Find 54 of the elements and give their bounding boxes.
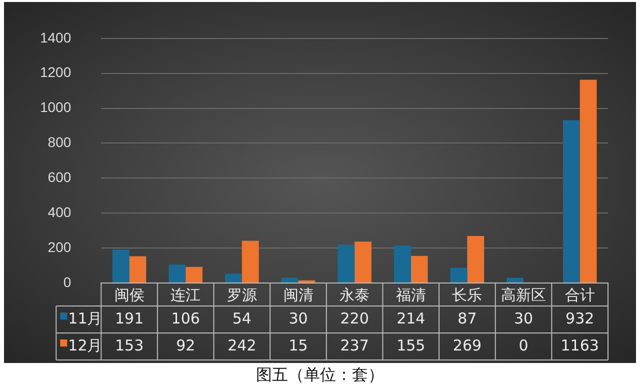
y-tick-label: 800 xyxy=(48,134,72,150)
y-tick-label: 600 xyxy=(48,169,72,186)
data-label: 1163 xyxy=(560,336,599,354)
legend-label: 11月 xyxy=(68,309,102,328)
bar xyxy=(354,242,372,282)
data-label: 15 xyxy=(288,336,308,354)
bar xyxy=(506,278,524,282)
x-tick-label: 永泰 xyxy=(340,286,370,304)
bar xyxy=(467,236,484,282)
y-tick-label: 200 xyxy=(48,238,72,255)
data-label: 214 xyxy=(396,309,426,328)
data-label: 54 xyxy=(232,309,252,328)
data-label: 269 xyxy=(452,336,482,354)
bar xyxy=(186,266,203,282)
bar xyxy=(450,268,468,282)
y-tick-label: 0 xyxy=(63,274,72,290)
y-tick-label: 1200 xyxy=(40,64,72,80)
x-tick-label: 闽侯 xyxy=(114,286,144,304)
x-tick-label: 闽清 xyxy=(283,286,314,304)
bar xyxy=(562,120,580,282)
data-label: 191 xyxy=(114,309,144,328)
bar xyxy=(410,256,428,282)
data-label: 0 xyxy=(518,336,528,354)
bar xyxy=(225,274,242,282)
bar xyxy=(168,264,186,282)
data-label: 153 xyxy=(114,336,144,354)
data-label: 92 xyxy=(176,336,196,354)
data-label: 106 xyxy=(171,309,200,328)
bar xyxy=(394,246,411,282)
x-tick-label: 高新区 xyxy=(501,286,546,304)
bar xyxy=(281,278,298,282)
data-label: 87 xyxy=(458,309,477,328)
y-tick-label: 1000 xyxy=(40,99,72,116)
bar xyxy=(580,80,597,282)
bar xyxy=(338,244,355,282)
x-tick-label: 长乐 xyxy=(452,286,482,304)
y-tick-label: 1400 xyxy=(40,29,72,46)
bar xyxy=(242,240,259,282)
x-tick-label: 罗源 xyxy=(226,286,257,304)
data-label: 30 xyxy=(288,309,308,328)
x-tick-label: 合计 xyxy=(564,286,595,304)
legend-label: 12月 xyxy=(68,336,102,354)
data-label: 155 xyxy=(396,336,426,354)
data-label: 932 xyxy=(566,309,594,328)
data-label: 237 xyxy=(340,336,369,354)
x-tick-label: 福清 xyxy=(396,286,426,304)
bar xyxy=(112,250,130,282)
data-label: 30 xyxy=(514,309,534,328)
data-label: 242 xyxy=(228,336,256,354)
x-tick-label: 连江 xyxy=(170,286,201,304)
text: 图五（单位：套） xyxy=(255,365,385,386)
bar xyxy=(129,256,146,282)
y-tick-label: 400 xyxy=(48,204,72,220)
data-label: 220 xyxy=(340,309,369,328)
